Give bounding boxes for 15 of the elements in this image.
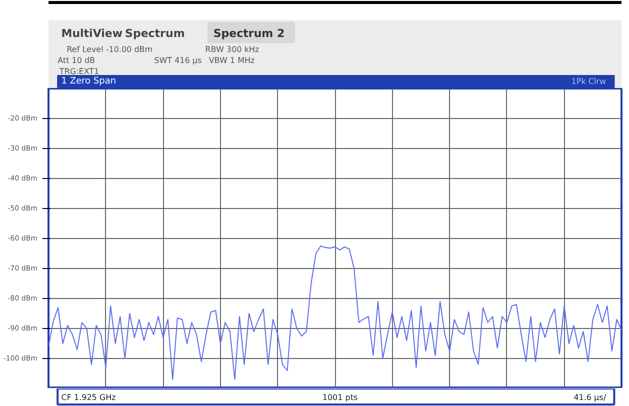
text: TRG:EXT1	[58, 67, 100, 76]
line-series	[48, 246, 622, 380]
text: Spectrum 2	[213, 27, 285, 40]
chart-title: 1 Zero Span	[61, 76, 116, 86]
text: SWT 416 µs	[154, 56, 202, 65]
text: VBW 1 MHz	[208, 56, 255, 65]
text: Spectrum	[125, 27, 185, 40]
text: 1001 pts	[322, 393, 358, 402]
text: Ref Level -10.00 dBm	[66, 45, 153, 54]
text: 1Pk Clrw	[571, 77, 606, 86]
text: CF 1.925 GHz	[61, 393, 116, 402]
text: 41.6 µs/	[574, 393, 606, 402]
text: RBW 300 kHz	[205, 45, 260, 54]
text: MultiView	[61, 27, 123, 40]
text: Att 10 dB	[58, 56, 96, 65]
